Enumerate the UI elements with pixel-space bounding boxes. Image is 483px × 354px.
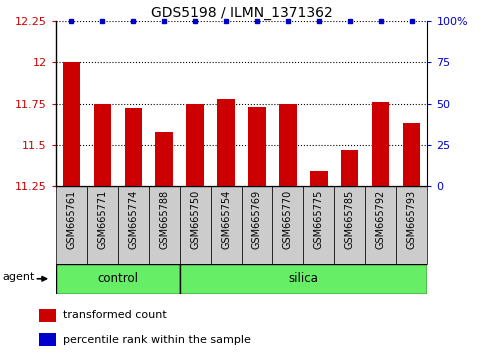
Bar <box>403 123 421 186</box>
Bar <box>248 107 266 186</box>
Bar <box>39 333 56 346</box>
Bar <box>149 186 180 264</box>
Bar <box>341 150 358 186</box>
Bar <box>272 186 303 264</box>
Text: GSM665775: GSM665775 <box>314 190 324 249</box>
Bar <box>62 62 80 186</box>
Bar <box>156 132 172 186</box>
Bar <box>242 186 272 264</box>
Text: GSM665769: GSM665769 <box>252 190 262 249</box>
Text: GSM665761: GSM665761 <box>66 190 76 249</box>
Text: GSM665750: GSM665750 <box>190 190 200 249</box>
Bar <box>117 186 149 264</box>
Bar <box>311 171 327 186</box>
Text: control: control <box>97 272 138 285</box>
Bar <box>217 99 235 186</box>
Bar <box>180 264 427 294</box>
Bar <box>372 102 389 186</box>
Text: GSM665793: GSM665793 <box>407 190 417 249</box>
Bar <box>366 186 397 264</box>
Text: GSM665771: GSM665771 <box>97 190 107 249</box>
Bar <box>94 103 111 186</box>
Bar <box>39 309 56 322</box>
Bar <box>56 264 180 294</box>
Bar <box>125 108 142 186</box>
Text: GSM665774: GSM665774 <box>128 190 138 249</box>
Bar <box>180 186 211 264</box>
Title: GDS5198 / ILMN_1371362: GDS5198 / ILMN_1371362 <box>151 6 332 20</box>
Text: GSM665770: GSM665770 <box>283 190 293 249</box>
Text: GSM665788: GSM665788 <box>159 190 169 249</box>
Text: GSM665792: GSM665792 <box>376 190 386 249</box>
Bar <box>211 186 242 264</box>
Bar <box>280 103 297 186</box>
Text: agent: agent <box>3 272 35 282</box>
Text: transformed count: transformed count <box>63 310 167 320</box>
Text: silica: silica <box>288 272 318 285</box>
Text: GSM665754: GSM665754 <box>221 190 231 249</box>
Text: GSM665785: GSM665785 <box>345 190 355 249</box>
Bar <box>86 186 117 264</box>
Bar <box>186 103 203 186</box>
Bar <box>334 186 366 264</box>
Text: percentile rank within the sample: percentile rank within the sample <box>63 335 251 344</box>
Bar <box>303 186 334 264</box>
Bar <box>397 186 427 264</box>
Bar <box>56 186 86 264</box>
